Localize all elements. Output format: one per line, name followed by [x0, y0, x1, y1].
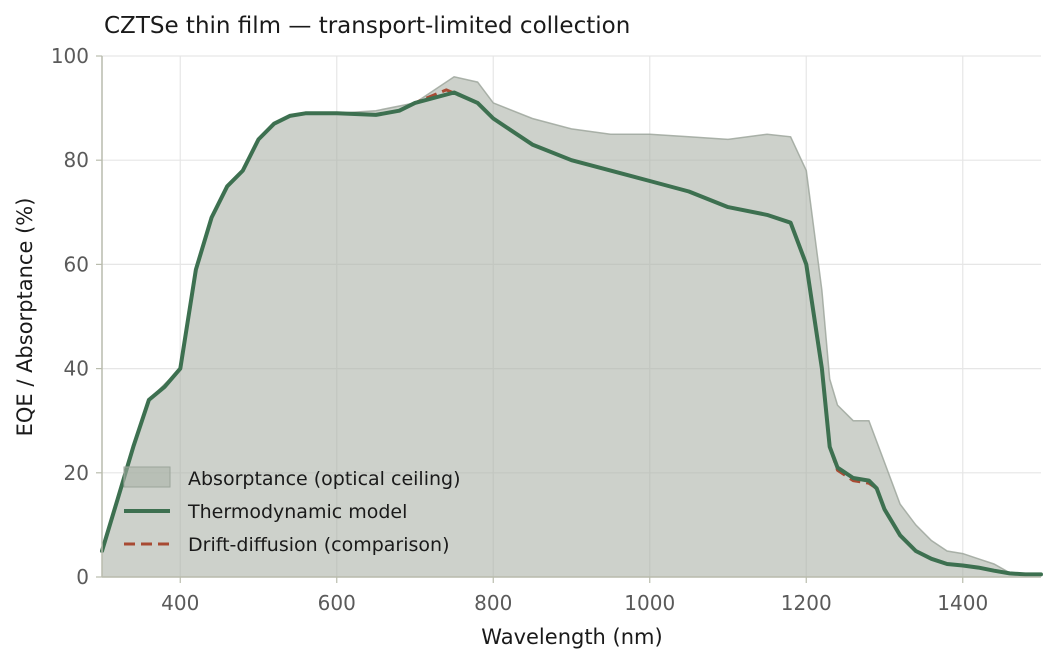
y-tick-label-20: 20 — [64, 461, 89, 485]
series-area-fill — [102, 76, 1041, 578]
legend-label-drift: Drift-diffusion (comparison) — [188, 534, 450, 556]
x-tick-label-400: 400 — [161, 591, 199, 615]
line-layer — [100, 88, 1043, 577]
x-tick-label-800: 800 — [474, 591, 512, 615]
legend-label-thermo: Thermodynamic model — [187, 501, 407, 523]
chart-title: CZTSe thin film — transport-limited coll… — [104, 13, 630, 39]
legend-swatch-area — [123, 466, 171, 488]
legend-label-area: Absorptance (optical ceiling) — [188, 468, 461, 490]
y-tick-label-0: 0 — [76, 565, 89, 589]
y-tick-label-60: 60 — [64, 252, 89, 276]
x-axis-label: Wavelength (nm) — [481, 625, 662, 649]
x-tick-label-1400: 1400 — [937, 591, 988, 615]
y-tick-label-80: 80 — [64, 148, 89, 172]
series-line-thermodynamic — [100, 90, 1043, 577]
legend: Absorptance (optical ceiling) Thermodyna… — [123, 466, 461, 556]
tick-labels: 400 600 800 1000 1200 1400 0 20 40 60 80 100 — [51, 44, 988, 615]
y-axis-label: EQE / Absorptance (%) — [13, 198, 37, 437]
x-tick-label-1200: 1200 — [781, 591, 832, 615]
x-tick-label-600: 600 — [318, 591, 356, 615]
axes — [96, 55, 1041, 583]
y-tick-label-100: 100 — [51, 44, 89, 68]
x-tick-label-1000: 1000 — [624, 591, 675, 615]
y-tick-label-40: 40 — [64, 357, 89, 381]
